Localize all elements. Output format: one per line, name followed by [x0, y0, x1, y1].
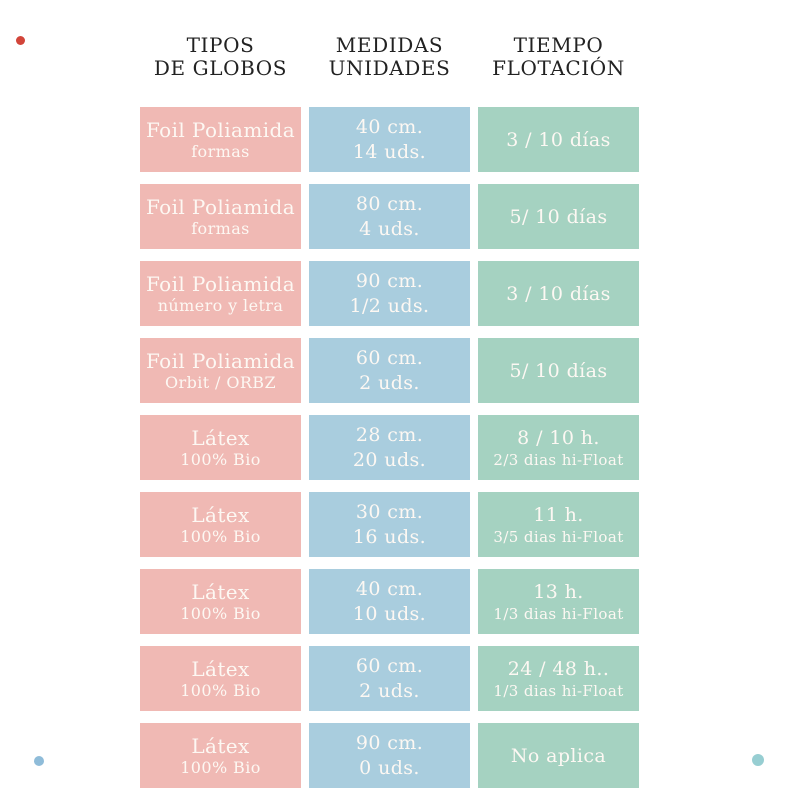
type-cell: Foil Poliamida número y letra	[140, 261, 301, 326]
measure-units: 4 uds.	[359, 217, 420, 240]
measure-cell: 60 cm. 2 uds.	[309, 338, 470, 403]
type-cell: Látex 100% Bio	[140, 569, 301, 634]
float-note: 1/3 dias hi-Float	[493, 604, 624, 623]
type-name: Látex	[191, 579, 250, 604]
type-cell: Látex 100% Bio	[140, 646, 301, 711]
float-time: 13 h.	[533, 580, 584, 603]
float-time: 11 h.	[533, 503, 584, 526]
measure-units: 2 uds.	[359, 679, 420, 702]
measure-cell: 40 cm. 14 uds.	[309, 107, 470, 172]
measure-size: 40 cm.	[355, 577, 424, 600]
measure-size: 80 cm.	[355, 192, 424, 215]
header-line: TIPOS	[186, 33, 255, 57]
blue-dot	[34, 756, 44, 766]
measure-units: 16 uds.	[352, 525, 427, 548]
type-name: Foil Poliamida	[145, 271, 296, 296]
type-subname: número y letra	[157, 295, 284, 315]
float-cell: 8 / 10 h. 2/3 dias hi-Float	[478, 415, 639, 480]
measure-units: 14 uds.	[352, 140, 427, 163]
type-name: Foil Poliamida	[145, 117, 296, 142]
type-cell: Látex 100% Bio	[140, 723, 301, 788]
type-name: Látex	[191, 425, 250, 450]
measure-size: 60 cm.	[355, 654, 424, 677]
float-time: No aplica	[510, 744, 607, 767]
measure-cell: 60 cm. 2 uds.	[309, 646, 470, 711]
measure-size: 30 cm.	[355, 500, 424, 523]
measure-size: 90 cm.	[355, 269, 424, 292]
table-grid: TIPOS DE GLOBOS MEDIDAS UNIDADES TIEMPO …	[140, 0, 639, 788]
column-header-tiempo: TIEMPO FLOTACIÓN	[478, 0, 639, 95]
type-subname: 100% Bio	[180, 449, 261, 469]
measure-units: 1/2 uds.	[349, 294, 430, 317]
float-note: 2/3 dias hi-Float	[493, 450, 624, 469]
measure-cell: 90 cm. 1/2 uds.	[309, 261, 470, 326]
header-line: TIEMPO	[513, 33, 604, 57]
type-name: Foil Poliamida	[145, 348, 296, 373]
type-subname: 100% Bio	[180, 526, 261, 546]
measure-units: 2 uds.	[359, 371, 420, 394]
red-dot	[16, 36, 25, 45]
type-name: Látex	[191, 656, 250, 681]
float-cell: 3 / 10 días	[478, 261, 639, 326]
float-cell: 11 h. 3/5 dias hi-Float	[478, 492, 639, 557]
measure-size: 40 cm.	[355, 115, 424, 138]
float-time: 3 / 10 días	[506, 282, 611, 305]
float-note: 1/3 dias hi-Float	[493, 681, 624, 700]
measure-cell: 90 cm. 0 uds.	[309, 723, 470, 788]
measure-units: 10 uds.	[352, 602, 427, 625]
float-time: 8 / 10 h.	[517, 426, 600, 449]
float-time: 3 / 10 días	[506, 128, 611, 151]
float-cell: No aplica	[478, 723, 639, 788]
float-note: 3/5 dias hi-Float	[493, 527, 624, 546]
type-name: Foil Poliamida	[145, 194, 296, 219]
measure-cell: 80 cm. 4 uds.	[309, 184, 470, 249]
type-subname: formas	[191, 141, 250, 161]
float-time: 5/ 10 días	[509, 359, 608, 382]
type-subname: formas	[191, 218, 250, 238]
header-line: DE GLOBOS	[153, 56, 288, 80]
type-subname: Orbit / ORBZ	[165, 372, 276, 392]
measure-size: 28 cm.	[355, 423, 424, 446]
column-header-tipos: TIPOS DE GLOBOS	[140, 0, 301, 95]
measure-cell: 30 cm. 16 uds.	[309, 492, 470, 557]
float-cell: 5/ 10 días	[478, 338, 639, 403]
type-cell: Foil Poliamida formas	[140, 107, 301, 172]
type-subname: 100% Bio	[180, 757, 261, 777]
type-subname: 100% Bio	[180, 603, 261, 623]
float-cell: 13 h. 1/3 dias hi-Float	[478, 569, 639, 634]
type-cell: Látex 100% Bio	[140, 415, 301, 480]
float-time: 24 / 48 h..	[507, 657, 610, 680]
type-cell: Foil Poliamida Orbit / ORBZ	[140, 338, 301, 403]
header-line: UNIDADES	[328, 56, 451, 80]
header-line: MEDIDAS	[335, 33, 444, 57]
float-time: 5/ 10 días	[509, 205, 608, 228]
type-name: Látex	[191, 733, 250, 758]
measure-cell: 28 cm. 20 uds.	[309, 415, 470, 480]
type-subname: 100% Bio	[180, 680, 261, 700]
type-cell: Foil Poliamida formas	[140, 184, 301, 249]
measure-size: 90 cm.	[355, 731, 424, 754]
measure-cell: 40 cm. 10 uds.	[309, 569, 470, 634]
column-header-medidas: MEDIDAS UNIDADES	[309, 0, 470, 95]
type-name: Látex	[191, 502, 250, 527]
measure-units: 20 uds.	[352, 448, 427, 471]
float-cell: 24 / 48 h.. 1/3 dias hi-Float	[478, 646, 639, 711]
measure-units: 0 uds.	[359, 756, 420, 779]
float-cell: 5/ 10 días	[478, 184, 639, 249]
float-cell: 3 / 10 días	[478, 107, 639, 172]
type-cell: Látex 100% Bio	[140, 492, 301, 557]
measure-size: 60 cm.	[355, 346, 424, 369]
teal-dot	[752, 754, 764, 766]
header-line: FLOTACIÓN	[492, 56, 625, 80]
